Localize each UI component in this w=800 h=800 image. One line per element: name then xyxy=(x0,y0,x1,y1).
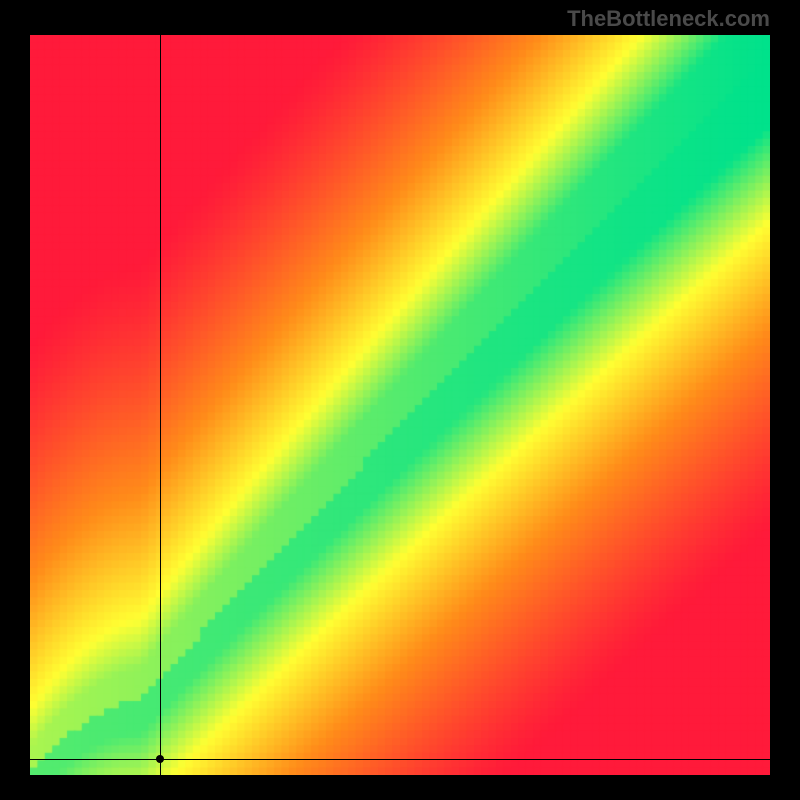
heatmap-canvas xyxy=(30,35,770,775)
marker-point xyxy=(156,755,164,763)
crosshair-vertical xyxy=(160,35,161,775)
crosshair-horizontal xyxy=(30,759,770,760)
chart-container xyxy=(30,35,770,775)
watermark-text: TheBottleneck.com xyxy=(567,6,770,32)
